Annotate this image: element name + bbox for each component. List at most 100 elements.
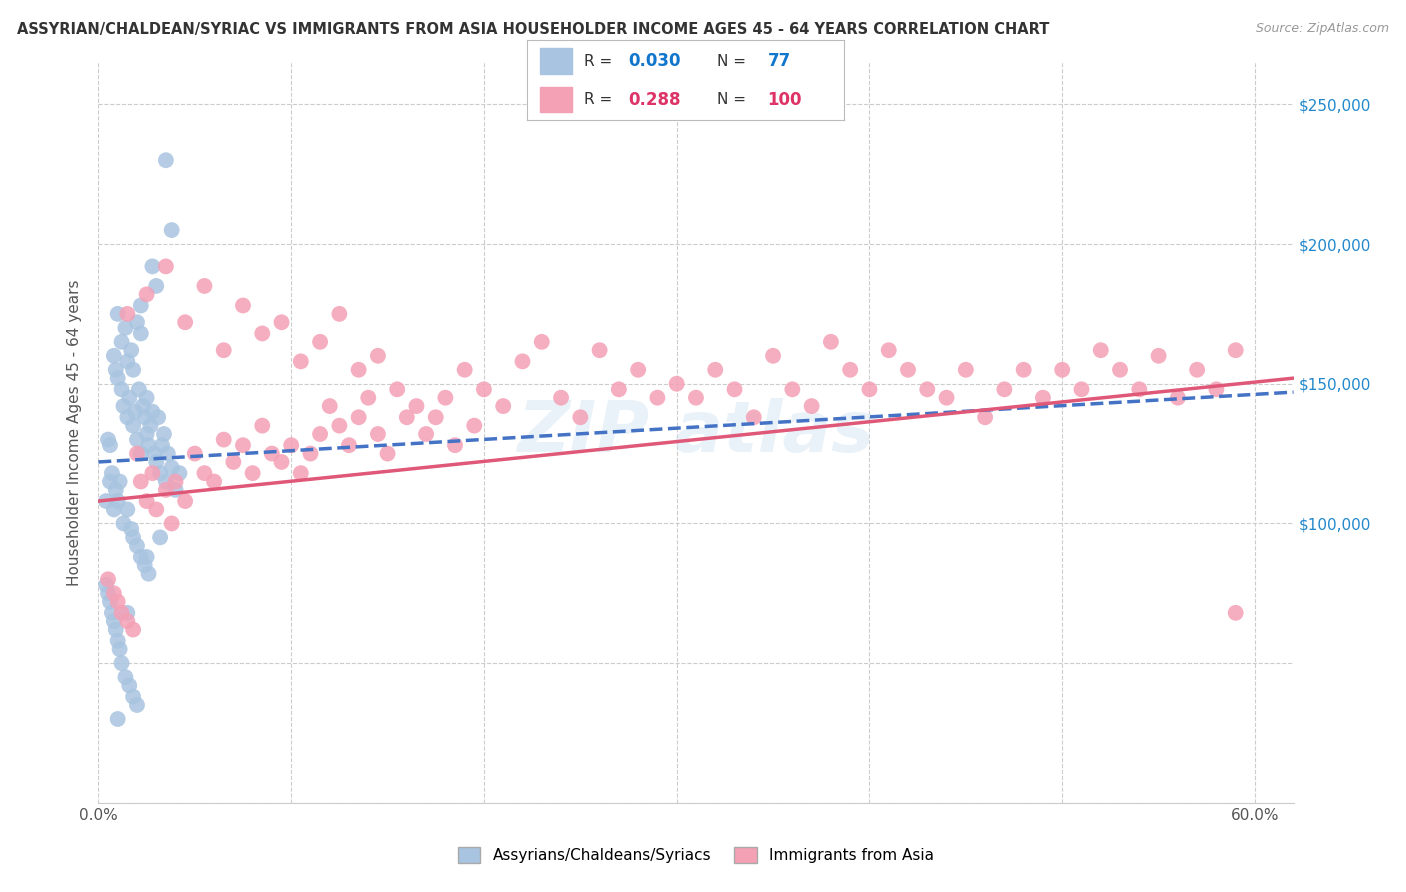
Point [607,382,630,396]
Point [108,475,131,489]
Point [193,466,215,480]
Point [145,502,167,516]
Point [588,343,610,358]
Point [103,614,125,628]
Point [104,623,127,637]
Point [347,410,370,425]
Point [107,594,129,608]
Point [134,558,156,573]
Point [1128,382,1150,396]
Point [280,438,302,452]
Point [108,642,131,657]
Text: 100: 100 [768,91,803,109]
Point [193,279,215,293]
Point [107,633,129,648]
Point [155,153,177,168]
Point [492,399,515,413]
Point [530,334,553,349]
Point [129,549,152,564]
Point [425,410,447,425]
Text: N =: N = [717,54,751,69]
Point [665,376,688,391]
Point [122,690,145,704]
Point [145,455,167,469]
Point [1109,363,1132,377]
Point [647,391,669,405]
Point [129,446,152,460]
Point [135,427,157,442]
Point [125,539,148,553]
Point [290,466,312,480]
Point [385,382,409,396]
Point [150,438,173,452]
Text: 0.288: 0.288 [628,91,681,109]
Point [118,391,141,405]
Point [138,438,160,452]
Point [110,606,132,620]
Point [165,475,187,489]
Point [120,343,142,358]
Point [107,371,129,385]
Point [122,530,145,544]
Point [328,307,350,321]
Point [134,410,156,425]
Point [444,438,467,452]
Point [132,399,155,413]
Point [110,656,132,670]
Point [309,334,332,349]
Point [1225,343,1247,358]
Text: 0.030: 0.030 [628,52,681,70]
Point [129,475,152,489]
Point [1090,343,1112,358]
Point [135,494,157,508]
Point [174,494,197,508]
Point [98,438,121,452]
Point [112,399,135,413]
Point [319,399,342,413]
Text: ASSYRIAN/CHALDEAN/SYRIAC VS IMMIGRANTS FROM ASIA HOUSEHOLDER INCOME AGES 45 - 64: ASSYRIAN/CHALDEAN/SYRIAC VS IMMIGRANTS F… [17,22,1049,37]
Point [290,354,312,368]
Point [148,410,170,425]
Point [782,382,804,396]
Point [212,343,235,358]
Point [512,354,534,368]
Point [463,418,485,433]
Point [98,475,121,489]
Point [222,455,245,469]
Point [128,382,150,396]
Point [453,363,475,377]
Point [143,446,166,460]
Point [156,446,179,460]
Point [107,494,129,508]
Point [122,363,145,377]
Point [169,466,191,480]
Point [395,410,418,425]
Point [405,399,427,413]
Point [357,391,380,405]
Bar [540,48,571,74]
Point [103,349,125,363]
Point [114,321,136,335]
Point [118,678,141,692]
Point [550,391,572,405]
Point [117,410,139,425]
Point [117,354,139,368]
Point [897,363,920,377]
Point [145,279,167,293]
Y-axis label: Householder Income Ages 45 - 64 years: Householder Income Ages 45 - 64 years [67,279,83,586]
Point [260,446,283,460]
Point [627,363,650,377]
Text: 77: 77 [768,52,792,70]
Point [139,418,162,433]
Point [149,530,172,544]
Point [110,334,132,349]
Point [723,382,745,396]
Point [202,475,225,489]
Point [377,446,399,460]
Point [917,382,939,396]
Point [120,522,142,536]
Point [212,433,235,447]
Point [877,343,900,358]
Point [101,466,124,480]
Point [569,410,592,425]
